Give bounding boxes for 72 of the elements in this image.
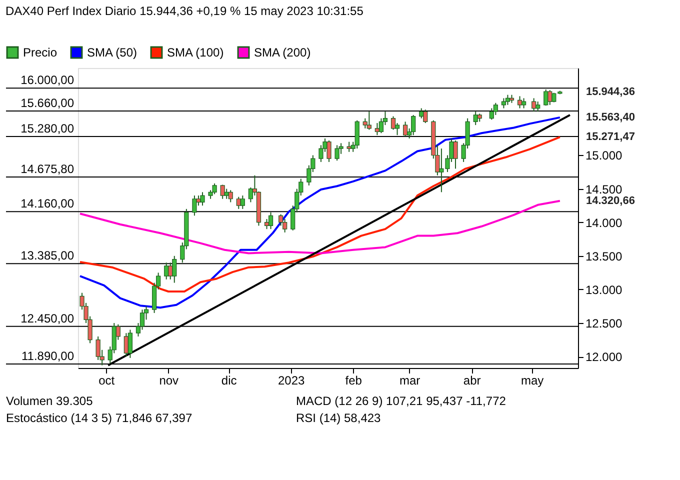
- candlestick: [236, 196, 241, 210]
- x-tick-label: abr: [463, 374, 481, 388]
- candlestick: [200, 192, 205, 206]
- line-series: [79, 116, 561, 309]
- candlestick: [354, 120, 360, 150]
- ref-line-label: 14.675,80: [20, 162, 74, 176]
- candlestick: [224, 188, 229, 200]
- x-tick-label: oct: [98, 374, 116, 388]
- x-tick-label: dic: [221, 374, 237, 388]
- candlestick: [264, 218, 270, 230]
- candlestick: [164, 262, 169, 280]
- ref-line-label: 12.450,00: [20, 311, 74, 326]
- candlestick: [505, 94, 510, 106]
- legend-label: SMA (50): [87, 46, 138, 60]
- candlestick: [548, 90, 552, 106]
- candlestick: [453, 140, 458, 170]
- candlestick: [501, 98, 506, 109]
- y-tick-label: 14.500: [586, 182, 623, 196]
- text: Estocástico (14 3 5) 71,846 67,397: [6, 411, 192, 425]
- candlestick: [268, 212, 274, 230]
- candlestick: [326, 140, 332, 162]
- line-series: [79, 200, 561, 254]
- x-tick-label: 2023: [278, 374, 306, 388]
- legend-label: SMA (100): [167, 46, 224, 60]
- candlestick: [128, 329, 133, 358]
- x-tick-label: feb: [345, 374, 362, 388]
- legend-label: SMA (200): [254, 46, 311, 60]
- ref-line-label: 11.890,00: [22, 348, 74, 363]
- annotation: 14.320,66: [586, 194, 635, 207]
- candlestick: [334, 144, 340, 162]
- text: Volumen 39.305: [6, 394, 94, 408]
- ref-line-label: 14.160,00: [20, 196, 74, 211]
- x-tick-label: nov: [159, 374, 179, 388]
- annotation: 15.271,47: [586, 131, 635, 144]
- y-tick-label: 14.000: [586, 216, 623, 230]
- candlestick: [172, 255, 177, 284]
- y-tick-label: 15.000: [586, 148, 623, 163]
- chart-title: DAX40 Perf Index Diario 15.944,36 +0,19 % 15 may 2023 10:31:55: [6, 4, 364, 18]
- ref-line-label: 15.280,00: [20, 121, 74, 136]
- x-tick-label: mar: [399, 374, 420, 388]
- annotation: 15.944,36: [586, 86, 635, 98]
- candlestick: [282, 218, 288, 233]
- y-tick-label: 12.500: [586, 316, 623, 331]
- legend-label: Precio: [23, 46, 58, 60]
- line-series: [79, 136, 561, 292]
- candlestick: [192, 195, 197, 216]
- ref-line-label: 13.385,00: [20, 248, 74, 263]
- candlestick: [220, 184, 225, 200]
- candlestick: [493, 102, 498, 116]
- text: MACD (12 26 9) 107,21 95,437 -11,772: [296, 394, 506, 408]
- y-tick-label: 12.000: [586, 350, 623, 364]
- ref-line-label: 15.660,00: [20, 96, 74, 110]
- candlestick: [536, 101, 540, 112]
- candlestick: [228, 190, 233, 203]
- candlestick: [403, 121, 408, 137]
- candlestick: [423, 109, 428, 124]
- candlestick: [346, 141, 352, 152]
- ref-line-label: 16.000,00: [20, 73, 74, 88]
- candlestick: [168, 262, 173, 280]
- candlestick: [411, 114, 416, 136]
- annotation: 15.563,40: [586, 111, 635, 124]
- candlestick: [366, 111, 372, 130]
- text: RSI (14) 58,423: [296, 411, 382, 425]
- candlestick: [212, 182, 217, 195]
- candlestick: [240, 195, 245, 210]
- candlestick: [473, 111, 478, 126]
- candlestick: [532, 98, 536, 112]
- candlestick: [521, 98, 526, 109]
- x-tick-label: may: [520, 374, 544, 388]
- y-tick-label: 13.000: [586, 282, 623, 297]
- y-tick-label: 13.500: [586, 249, 623, 264]
- candlestick: [374, 122, 380, 136]
